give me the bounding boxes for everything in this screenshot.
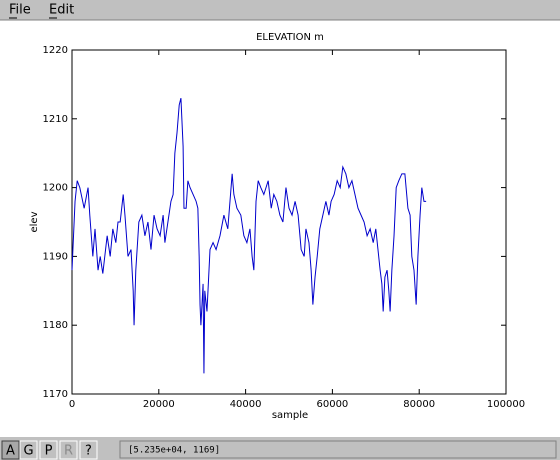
toolbar-button[interactable] — [39, 440, 58, 460]
y-tick-label: 1180 — [43, 320, 68, 331]
toolbar-button-label[interactable]: A — [6, 444, 15, 459]
menu-edit[interactable]: Edit — [49, 3, 74, 18]
x-tick-label: 40000 — [230, 399, 262, 410]
status-text: [5.235e+04, 1169] — [128, 446, 220, 456]
toolbar-button[interactable] — [1, 440, 20, 460]
y-axis-label: elev — [29, 211, 40, 232]
x-tick-label: 60000 — [316, 399, 348, 410]
y-tick-label: 1190 — [43, 251, 68, 262]
toolbar-button-label[interactable]: G — [23, 444, 33, 459]
menu-file[interactable]: File — [9, 3, 31, 18]
data-line — [71, 98, 427, 374]
x-tick-label: 80000 — [403, 399, 435, 410]
toolbar-button[interactable] — [79, 440, 98, 460]
y-tick-label: 1220 — [43, 45, 68, 56]
x-axis-label: sample — [272, 410, 308, 421]
y-tick-label: 1210 — [43, 114, 68, 125]
menu-bar — [0, 0, 560, 20]
status-box — [119, 440, 557, 459]
plot-frame — [71, 49, 507, 395]
x-tick-label: 20000 — [143, 399, 175, 410]
toolbar-button-label: R — [64, 444, 73, 459]
toolbar-button[interactable] — [19, 440, 38, 460]
toolbar-button — [59, 440, 78, 460]
toolbar-button-label[interactable]: ? — [85, 444, 92, 459]
x-tick-label: 100000 — [487, 399, 525, 410]
y-tick-label: 1170 — [43, 389, 68, 400]
chart-title: ELEVATION m — [256, 32, 324, 43]
y-tick-label: 1200 — [43, 183, 68, 194]
toolbar-button-label[interactable]: P — [45, 444, 53, 459]
x-tick-label: 0 — [69, 399, 75, 410]
